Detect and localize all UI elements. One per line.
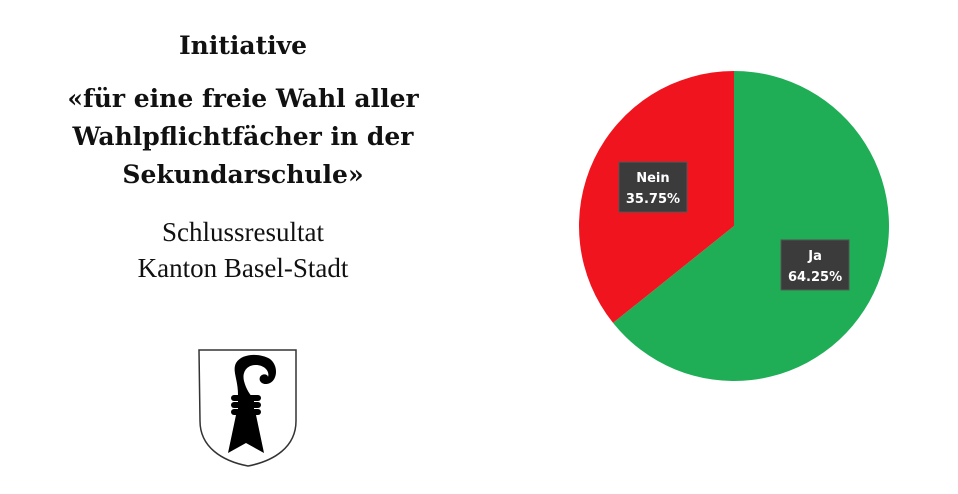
pie-label-name: Ja	[807, 249, 822, 264]
result-label: Schlussresultat	[162, 217, 324, 247]
pie-label-ja: Ja 64.25%	[780, 239, 850, 291]
canton-label: Kanton Basel-Stadt	[137, 253, 349, 283]
basel-crest-icon	[198, 349, 298, 467]
pie-label-nein: Nein 35.75%	[618, 161, 688, 213]
pie-label-value: 64.25%	[788, 270, 842, 285]
pie-label-value: 35.75%	[626, 192, 680, 207]
pie-label-name: Nein	[636, 171, 669, 186]
pie-slice-ja	[613, 71, 889, 381]
pie-chart: Ja 64.25% Nein 35.75%	[560, 70, 900, 390]
initiative-name: «für eine freie Wahl aller Wahlpflichtfä…	[67, 84, 419, 189]
page-title: Initiative	[178, 31, 308, 60]
title-block: Initiative «für eine freie Wahl aller Wa…	[28, 30, 458, 286]
